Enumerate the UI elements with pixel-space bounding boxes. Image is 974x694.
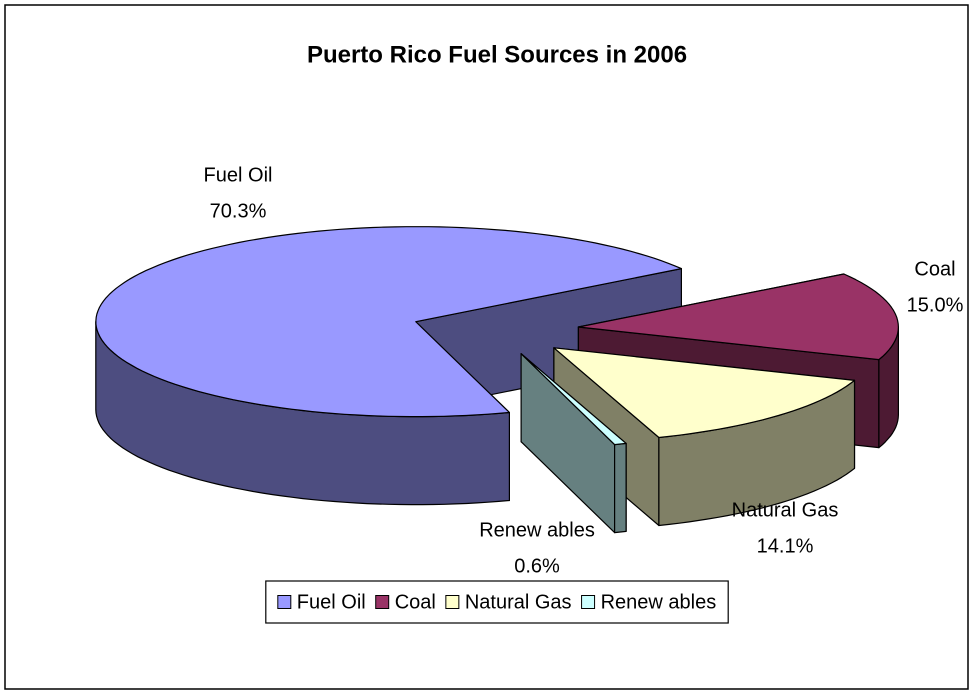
legend-label: Fuel Oil [297,591,366,613]
data-label-value: 14.1% [757,535,814,557]
legend-swatch [277,595,292,609]
data-label-name: Renew ables [479,519,595,541]
slice-outer-wall [613,442,627,534]
chart-title: Puerto Rico Fuel Sources in 2006 [307,41,687,68]
slice-top [577,273,900,361]
legend-swatch [581,595,596,609]
data-label-name: Fuel Oil [204,164,273,186]
data-label-name: Natural Gas [732,499,839,521]
legend-box [265,580,729,624]
slice [95,226,683,506]
data-label-value: 15.0% [907,294,964,316]
legend-label: Natural Gas [465,591,572,613]
data-label-value: 70.3% [210,200,267,222]
data-label-name: Coal [914,258,955,280]
legend-swatch [375,595,390,609]
slice-top [520,353,627,446]
slice-top [95,226,683,418]
legend-label: Coal [395,591,436,613]
data-label-value: 0.6% [514,555,560,577]
legend-label: Renew ables [601,591,717,613]
legend-swatch [445,595,460,609]
slice [520,353,627,534]
slice-top [553,347,856,439]
